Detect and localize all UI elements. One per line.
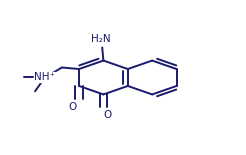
Text: H₂N: H₂N [91,34,111,44]
Text: O: O [69,102,77,112]
Text: NH⁺: NH⁺ [34,73,55,82]
Text: O: O [103,110,111,120]
